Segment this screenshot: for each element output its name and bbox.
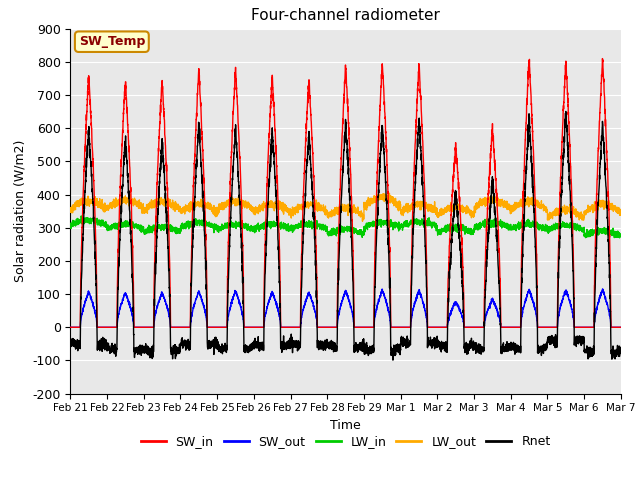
Text: SW_Temp: SW_Temp: [79, 35, 145, 48]
Legend: SW_in, SW_out, LW_in, LW_out, Rnet: SW_in, SW_out, LW_in, LW_out, Rnet: [136, 430, 556, 453]
X-axis label: Time: Time: [330, 419, 361, 432]
Y-axis label: Solar radiation (W/m2): Solar radiation (W/m2): [13, 140, 27, 282]
Title: Four-channel radiometer: Four-channel radiometer: [251, 9, 440, 24]
